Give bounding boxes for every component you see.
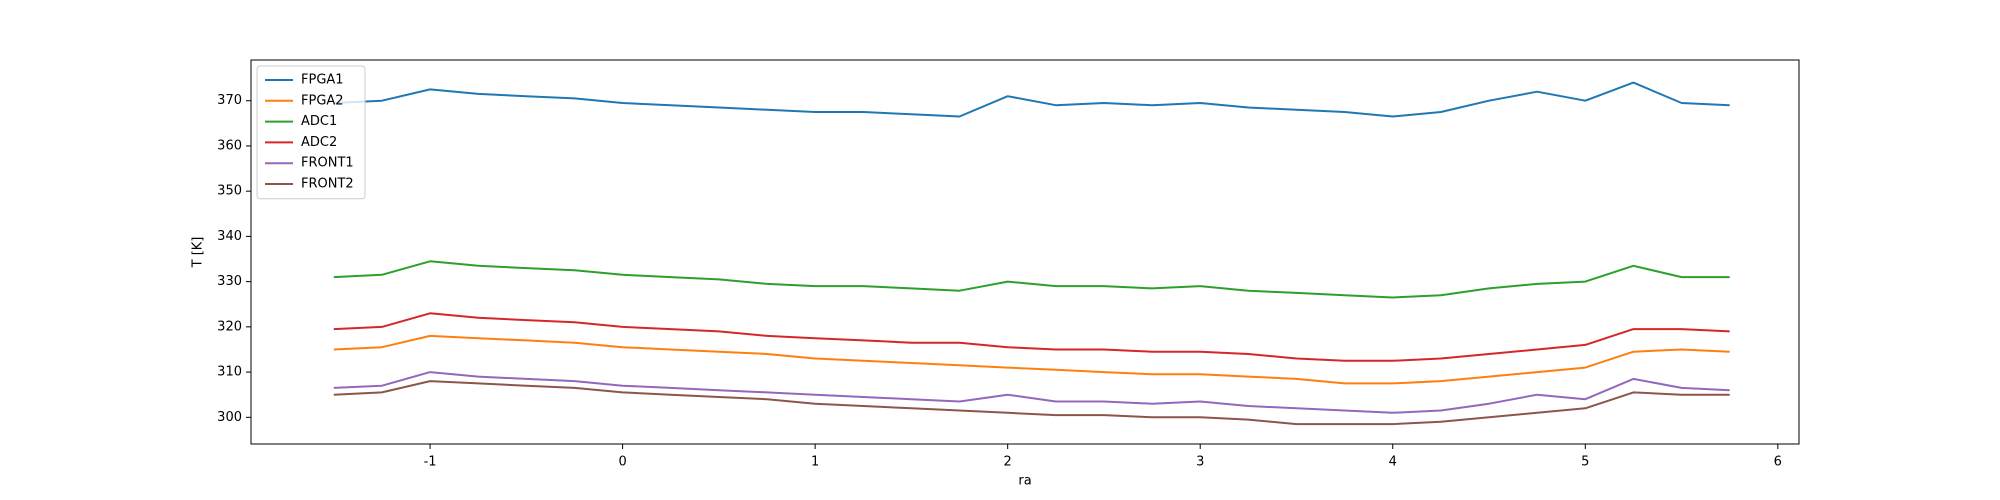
y-tick-label: 310 xyxy=(217,365,242,380)
x-tick-label: 0 xyxy=(618,455,626,470)
y-tick-label: 350 xyxy=(217,184,242,199)
x-tick-label: 4 xyxy=(1389,455,1397,470)
legend-label: ADC1 xyxy=(301,114,337,129)
series-line xyxy=(333,380,1730,426)
y-tick-label: 330 xyxy=(217,274,242,289)
y-tick-label: 340 xyxy=(217,229,242,244)
legend-label: ADC2 xyxy=(301,135,337,150)
y-tick-label: 370 xyxy=(217,93,242,108)
series-line xyxy=(333,312,1730,362)
x-tick-label: 3 xyxy=(1196,455,1204,470)
x-tick-label: 1 xyxy=(811,455,819,470)
series-line xyxy=(333,334,1730,385)
y-tick-label: 300 xyxy=(217,410,242,425)
y-tick-label: 320 xyxy=(217,319,242,334)
legend-label: FPGA2 xyxy=(301,93,344,108)
legend-label: FPGA1 xyxy=(301,73,344,88)
y-tick-label: 360 xyxy=(217,138,242,153)
legend-box xyxy=(256,65,366,200)
series-line xyxy=(333,371,1730,414)
x-tick-label: 5 xyxy=(1581,455,1589,470)
x-tick-label: 6 xyxy=(1774,455,1782,470)
x-tick-label: -1 xyxy=(424,455,437,470)
plot-frame xyxy=(250,59,1800,445)
y-axis-label: T [K] xyxy=(191,237,206,269)
x-axis-label: ra xyxy=(1018,474,1031,489)
x-tick-label: 2 xyxy=(1004,455,1012,470)
series-line xyxy=(333,260,1730,299)
legend-label: FRONT1 xyxy=(301,156,354,171)
series-line xyxy=(333,81,1730,118)
legend-label: FRONT2 xyxy=(301,177,354,192)
